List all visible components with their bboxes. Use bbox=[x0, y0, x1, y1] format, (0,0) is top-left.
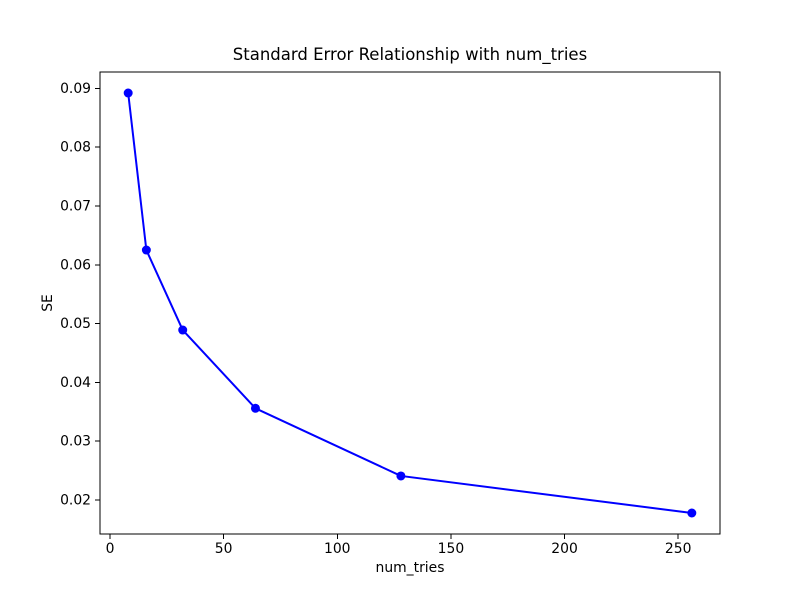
axes-spines bbox=[99, 71, 721, 535]
data-point-marker bbox=[687, 508, 697, 518]
x-tick-label: 100 bbox=[324, 541, 351, 557]
y-tick-label: 0.06 bbox=[60, 257, 91, 273]
data-point-marker bbox=[250, 403, 260, 413]
data-point-marker bbox=[178, 325, 188, 335]
data-point-marker bbox=[396, 471, 406, 481]
data-line bbox=[127, 92, 693, 514]
x-axis-label: num_tries bbox=[375, 560, 445, 576]
y-tick-label: 0.08 bbox=[60, 140, 91, 156]
y-tick-label: 0.03 bbox=[60, 434, 91, 450]
y-tick-label: 0.09 bbox=[60, 81, 91, 97]
y-tick-label: 0.05 bbox=[60, 316, 91, 332]
chart-title: Standard Error Relationship with num_tri… bbox=[232, 45, 588, 64]
data-point-marker bbox=[141, 245, 151, 255]
data-point-marker bbox=[123, 88, 133, 98]
x-tick-label: 200 bbox=[551, 541, 578, 557]
x-tick-label: 150 bbox=[438, 541, 465, 557]
y-axis-label: SE bbox=[40, 294, 56, 312]
x-tick-label: 0 bbox=[106, 541, 115, 557]
x-tick-label: 250 bbox=[665, 541, 692, 557]
y-tick-label: 0.07 bbox=[60, 198, 91, 214]
y-tick-label: 0.04 bbox=[60, 375, 91, 391]
y-tick-label: 0.02 bbox=[60, 493, 91, 509]
x-tick-label: 50 bbox=[215, 541, 233, 557]
